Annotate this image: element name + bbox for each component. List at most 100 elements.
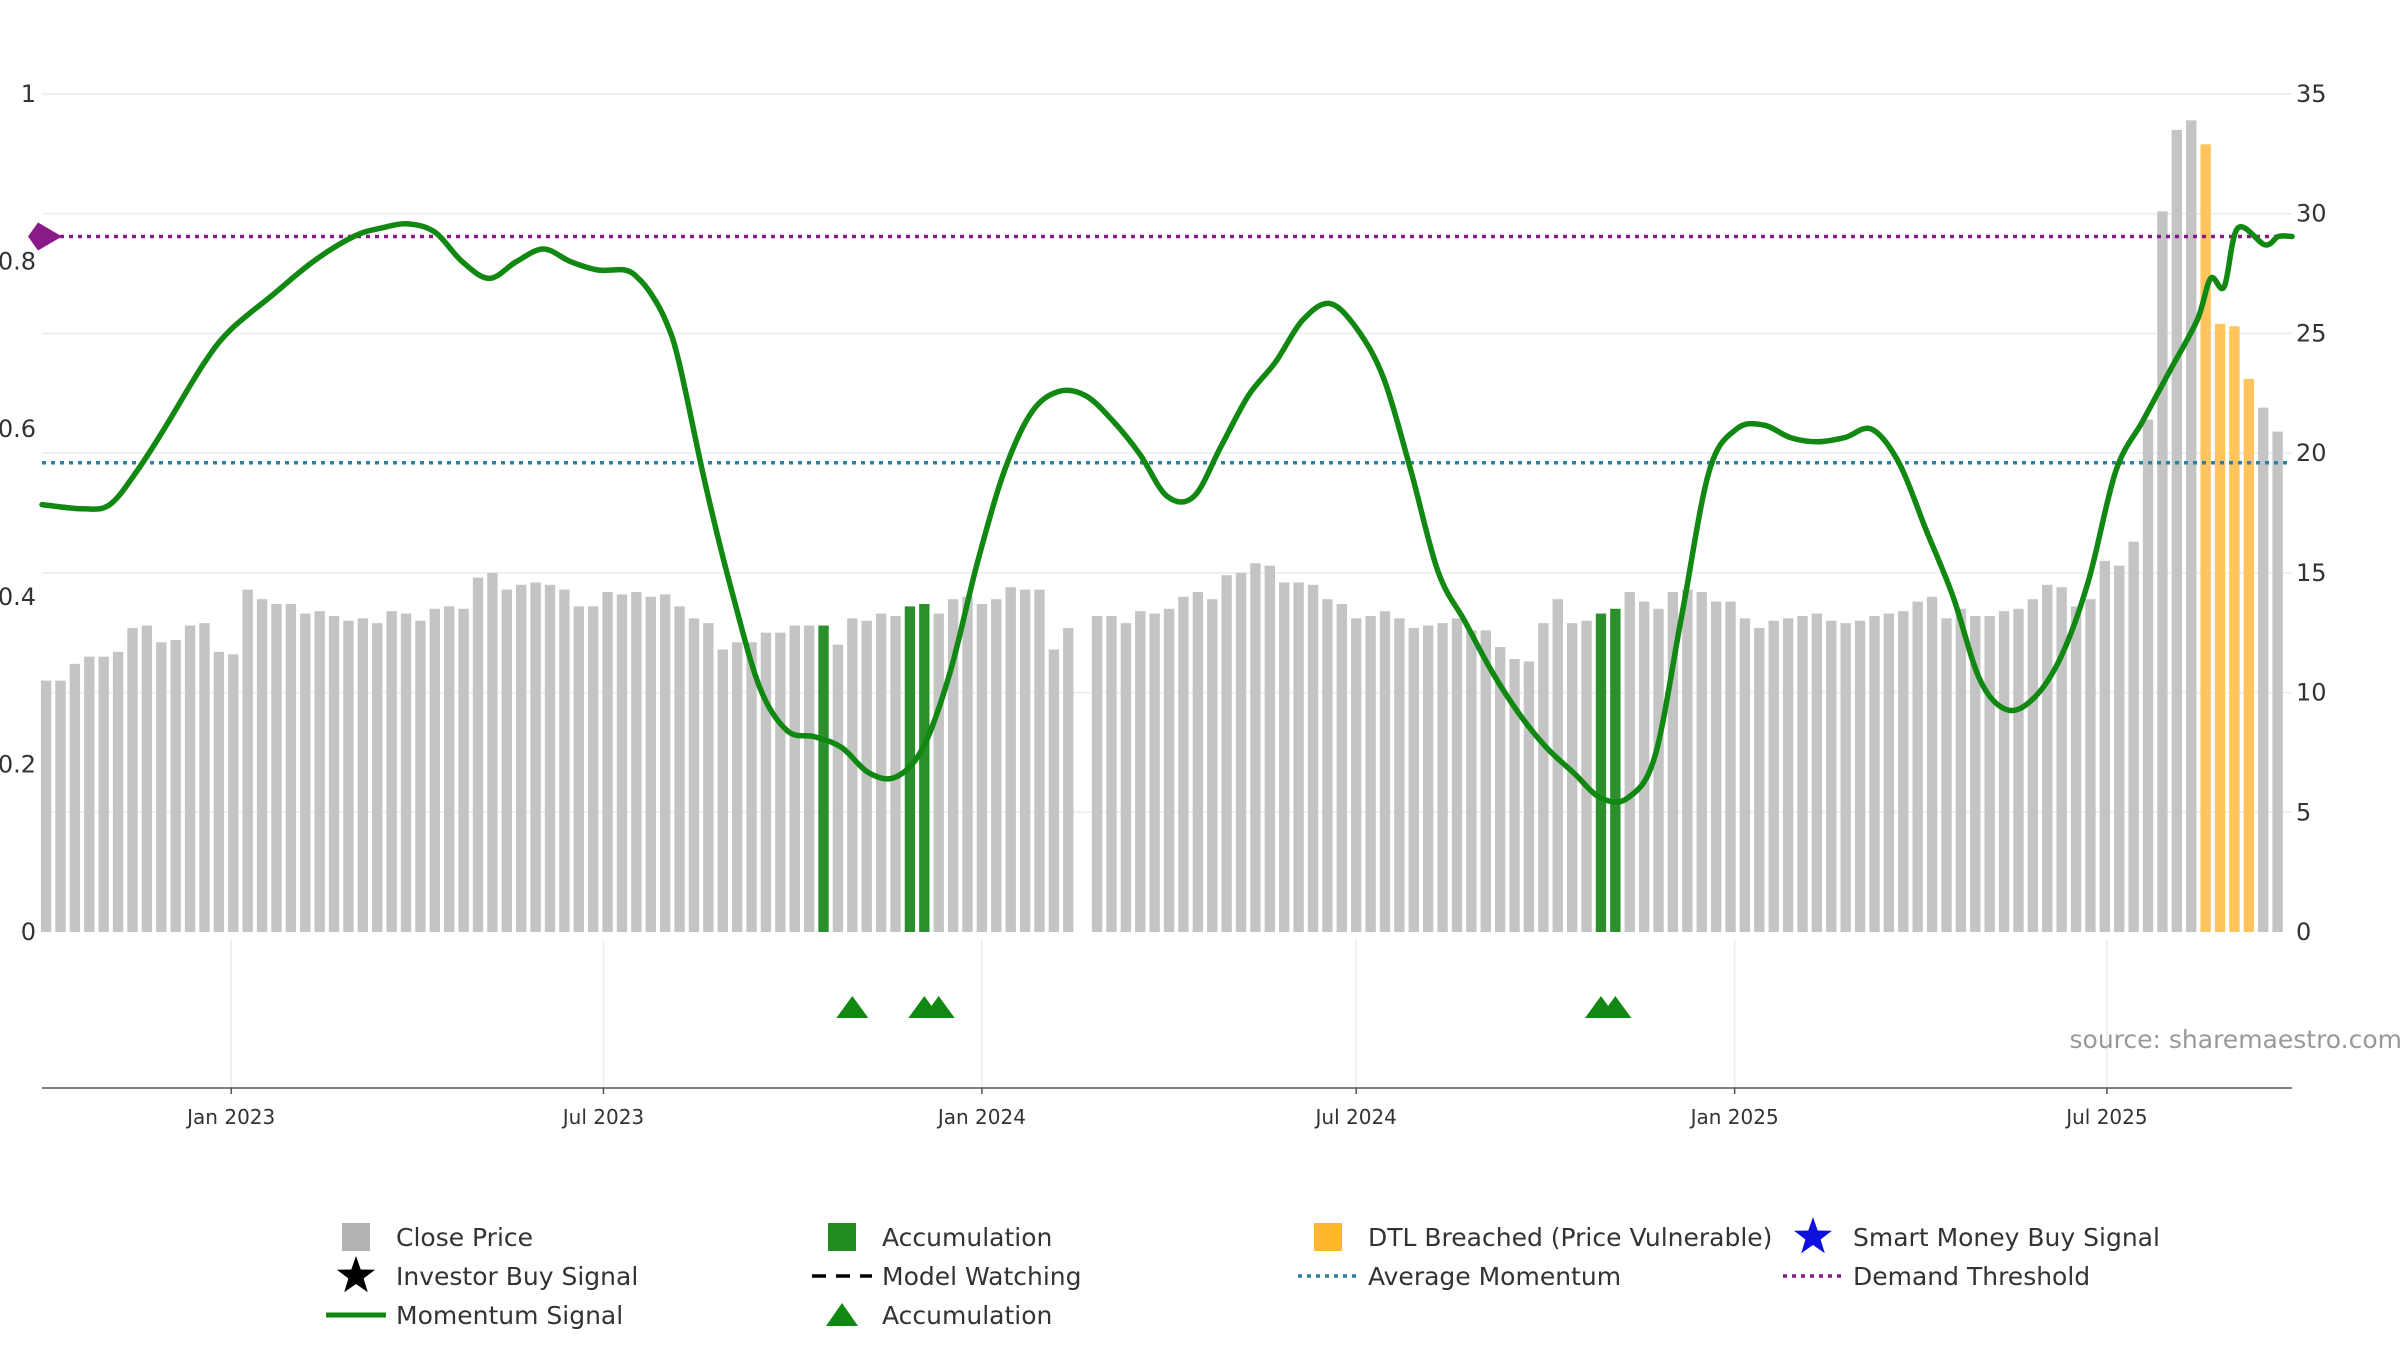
legend-label: Average Momentum [1368,1262,1621,1291]
close-price-bar [2085,599,2096,932]
close-price-bar [832,644,844,932]
close-price-bar [1638,601,1650,932]
close-price-bar [1221,575,1232,932]
close-price-bar [357,618,369,932]
legend-label: Accumulation [882,1301,1052,1330]
close-price-bar [472,577,484,932]
close-price-bar [1883,613,1895,932]
close-price-bar [112,651,124,932]
right-axis-tick-label: 25 [2296,319,2327,347]
close-price-bar [271,603,282,932]
accumulation-triangle [836,996,869,1018]
close-price-bar [1494,647,1506,932]
legend-label: Demand Threshold [1853,1262,2090,1291]
close-price-bar [890,615,901,932]
close-price-bar [2258,407,2269,932]
close-price-bar [314,611,325,932]
close-price-bar [1466,630,1477,932]
close-price-bar [242,589,253,932]
legend-swatch-2 [1314,1223,1342,1251]
close-price-bar [1005,587,1016,932]
right-axis-tick-label: 0 [2296,918,2311,946]
close-price-bar [947,599,959,932]
close-price-bar [1135,611,1146,932]
close-price-bar [2142,419,2154,932]
close-price-bar [1293,582,1304,932]
close-price-bar [1034,589,1045,932]
close-price-bar [1437,623,1448,932]
close-price-bar [1451,618,1463,932]
close-price-bar [1163,608,1175,932]
close-price-bar [1322,599,1333,932]
close-price-bar [1782,618,1794,932]
close-price-bar [127,627,138,932]
close-price-bar [1149,613,1160,932]
close-price-bar [328,615,340,932]
right-axis-tick-label: 35 [2296,80,2327,108]
close-price-bar [1351,618,1362,932]
close-price-bar [659,594,671,932]
close-price-bar [1336,603,1347,932]
close-price-bar [631,592,642,932]
close-price-bar [1682,589,1693,932]
left-axis-tick-label: 1 [21,80,36,108]
right-axis-tick-label: 15 [2296,559,2327,587]
close-price-bar [1998,611,2010,932]
close-price-bar [1653,608,1664,932]
right-axis-tick-label: 30 [2296,200,2327,228]
close-price-bar [1379,611,1391,932]
close-price-bar [343,620,354,932]
close-price-bar [717,649,728,932]
close-price-bar [746,642,757,932]
x-axis-tick-label: Jan 2025 [1689,1105,1779,1129]
close-price-bar [1019,589,1031,932]
triangle-icon [826,1303,858,1326]
close-price-bar [991,599,1002,932]
dtl-breached-bar [2243,378,2254,932]
close-price-bar [386,611,397,932]
close-price-bar [1811,613,1823,932]
close-price-bar [2042,584,2053,932]
close-price-bar [1941,618,1952,932]
close-price-bar [559,589,570,932]
close-price-bar [1581,620,1592,932]
close-price-bar [1984,615,1995,932]
accumulation-triangle [922,996,955,1018]
source-label: source: sharemaestro.com [2070,1025,2400,1054]
close-price-bar [429,608,441,932]
close-price-bar [789,625,800,932]
close-price-bar [1106,615,1117,932]
close-price-bar [616,594,628,932]
close-price-bar [544,584,556,932]
close-price-bar [1970,615,1981,932]
close-price-bar [1840,623,1851,932]
close-price-bar [1307,584,1319,932]
close-price-bar [1235,572,1247,932]
legend-label: Accumulation [882,1223,1052,1252]
legend-label: DTL Breached (Price Vulnerable) [1368,1223,1772,1252]
close-price-bar [688,618,700,932]
accumulation-bar [1610,608,1621,932]
close-price-bar [199,623,210,932]
close-price-bar [1120,623,1132,932]
close-price-bar [184,625,196,932]
close-price-bar [1178,596,1189,932]
close-price-bar [1408,627,1419,932]
close-price-bar [98,656,109,932]
close-price-bar [1250,563,1261,932]
close-price-bar [875,613,887,932]
momentum-line-layer [39,221,2295,805]
close-price-bar [1365,615,1376,932]
accumulation-bar [919,603,930,932]
close-price-bar [2070,606,2082,932]
close-price-bar [1667,592,1679,932]
close-price-bar [1826,620,1837,932]
close-price-bar [487,572,498,932]
x-axis-tick-label: Jul 2024 [1314,1105,1397,1129]
close-price-bar [1264,565,1276,932]
close-price-bar [573,606,584,932]
close-price-bar [1955,608,1967,932]
close-price-bar [400,613,412,932]
close-price-bar [1552,599,1563,932]
